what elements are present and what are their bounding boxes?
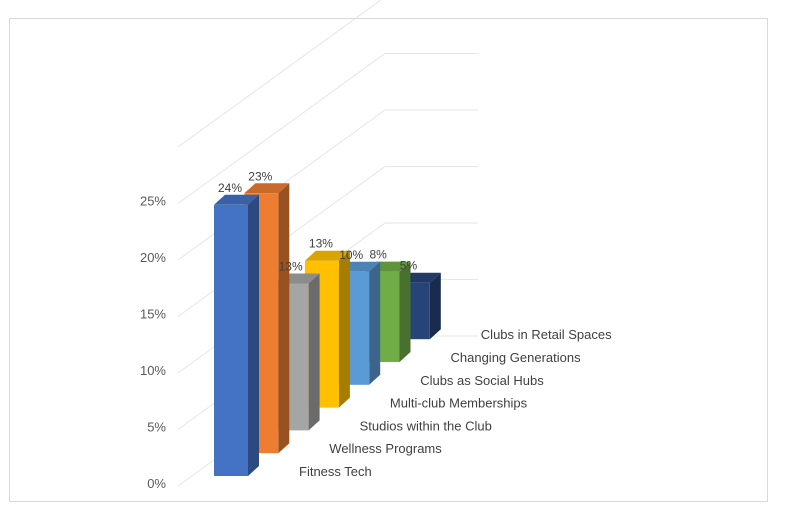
y-tick-label: 5%: [147, 420, 166, 435]
category-labels: Fitness Tech Wellness Programs Studios wit…: [299, 327, 612, 479]
category-label: Clubs as Social Hubs: [420, 373, 544, 388]
y-tick-label: 25%: [140, 194, 166, 209]
gridline: [177, 0, 382, 148]
bars: [214, 183, 441, 477]
y-tick-label: 10%: [140, 363, 166, 378]
bar-side: [278, 183, 290, 454]
data-label: 10%: [339, 248, 363, 262]
y-tick-label: 15%: [140, 307, 166, 322]
bar-side: [369, 261, 381, 385]
bar-top: [214, 194, 259, 205]
bar-side: [308, 273, 320, 431]
y-tick-label: 0%: [147, 476, 166, 491]
gridline: [177, 53, 386, 204]
bar-front: [214, 204, 248, 477]
bar-side: [248, 194, 259, 477]
bar-top: [304, 250, 350, 261]
bar-top: [244, 183, 290, 194]
data-labels: 5% 8% 10% 13% 13% 23% 24%: [218, 169, 417, 273]
data-label: 13%: [309, 237, 333, 251]
y-tick-label: 20%: [140, 250, 166, 265]
bar: [214, 194, 259, 477]
data-label: 5%: [400, 259, 418, 273]
data-label: 24%: [218, 181, 242, 195]
category-label: Wellness Programs: [329, 441, 442, 456]
y-axis-ticks: 0% 5% 10% 15% 20% 25%: [140, 194, 166, 492]
chart-frame: [9, 18, 768, 502]
category-label: Multi-club Memberships: [390, 396, 528, 411]
data-label: 13%: [279, 260, 303, 274]
category-label: Clubs in Retail Spaces: [481, 327, 612, 342]
category-label: Studios within the Club: [360, 418, 492, 433]
bar-side: [429, 272, 441, 340]
category-label: Fitness Tech: [299, 464, 372, 479]
category-label: Changing Generations: [451, 350, 582, 365]
data-label: 8%: [370, 248, 388, 262]
data-label: 23%: [248, 169, 272, 183]
bar-side: [338, 250, 350, 408]
bar-side: [399, 261, 411, 362]
